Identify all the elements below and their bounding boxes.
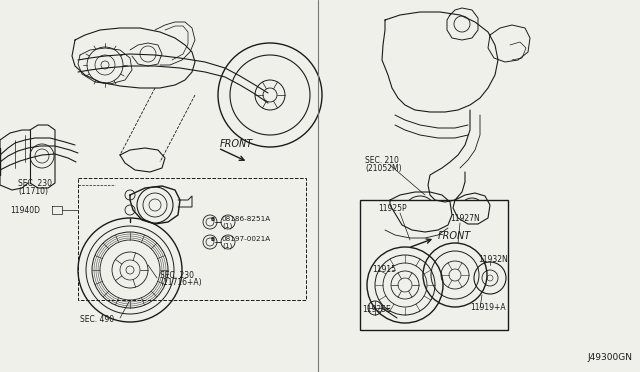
Text: 11940D: 11940D: [10, 205, 40, 215]
Text: (1): (1): [222, 223, 232, 229]
Text: 11927N: 11927N: [450, 214, 480, 222]
Text: (21052M): (21052M): [365, 164, 402, 173]
Text: SEC. 230: SEC. 230: [18, 179, 52, 187]
Bar: [78, 178, 306, 300]
Text: 11915: 11915: [372, 266, 396, 275]
Text: FRONT: FRONT: [438, 231, 471, 241]
Text: J49300GN: J49300GN: [587, 353, 632, 362]
Text: B: B: [211, 217, 215, 221]
Text: 11919+A: 11919+A: [470, 304, 506, 312]
Text: SEC. 490: SEC. 490: [80, 315, 114, 324]
Text: 08186-8251A: 08186-8251A: [222, 216, 271, 222]
Text: (1): (1): [222, 243, 232, 249]
Text: FRONT: FRONT: [220, 139, 253, 149]
Text: 11932N: 11932N: [478, 256, 508, 264]
Text: (11716+A): (11716+A): [160, 279, 202, 288]
Text: 11925E: 11925E: [362, 305, 391, 314]
Text: B: B: [211, 237, 215, 241]
Bar: [360, 200, 508, 330]
Text: SEC. 230: SEC. 230: [160, 270, 194, 279]
Text: 11925P: 11925P: [378, 203, 406, 212]
Text: (11710): (11710): [18, 186, 48, 196]
Text: 08197-0021A: 08197-0021A: [222, 236, 271, 242]
Text: SEC. 210: SEC. 210: [365, 155, 399, 164]
